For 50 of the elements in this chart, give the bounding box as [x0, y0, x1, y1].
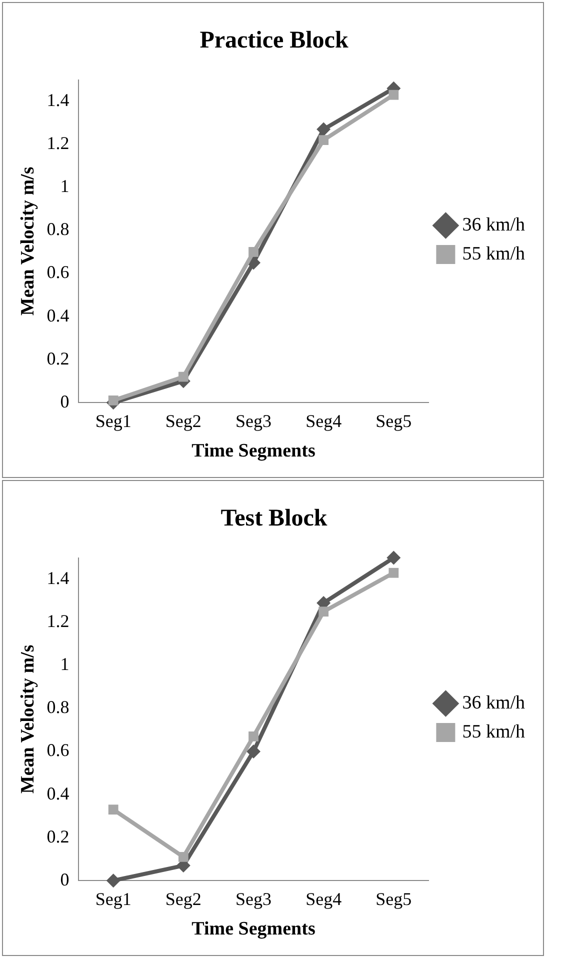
x-tick-label: Seg1	[95, 889, 132, 910]
x-axis-title: Time Segments	[192, 918, 316, 940]
point	[248, 247, 258, 257]
point	[108, 804, 118, 815]
y-tick-label: 1	[60, 654, 70, 674]
y-tick-label: 1.4	[46, 90, 70, 110]
point	[316, 122, 331, 136]
y-tick-label: 0.2	[46, 826, 70, 846]
legend-label: 55 km/h	[462, 721, 526, 742]
point	[248, 731, 258, 742]
y-axis-title: Mean Velocity m/s	[17, 166, 38, 316]
chart-title: Test Block	[220, 506, 328, 532]
x-tick-label: Seg3	[235, 889, 272, 910]
y-tick-label: 0.6	[46, 740, 70, 760]
y-tick-label: 0	[60, 869, 70, 890]
y-tick-label: 1	[60, 176, 70, 196]
y-axis-title: Mean Velocity m/s	[17, 644, 38, 794]
y-tick-label: 0	[60, 391, 70, 412]
y-tick-label: 0.4	[46, 783, 70, 804]
y-tick-label: 0.4	[46, 305, 70, 326]
point	[246, 744, 260, 758]
x-axis-title: Time Segments	[192, 440, 316, 462]
x-tick-label: Seg5	[376, 411, 412, 432]
point	[388, 568, 399, 578]
point	[178, 852, 188, 862]
point	[178, 372, 188, 382]
y-tick-label: 1.2	[46, 611, 70, 632]
x-tick-label: Seg1	[95, 411, 132, 432]
y-tick-label: 1.2	[46, 133, 70, 154]
x-tick-label: Seg2	[165, 889, 202, 910]
legend-label: 36 km/h	[462, 214, 526, 236]
point	[318, 606, 329, 617]
x-tick-label: Seg5	[376, 889, 412, 910]
legend-label: 55 km/h	[462, 243, 526, 264]
y-tick-label: 0.6	[46, 262, 70, 282]
y-tick-label: 0.2	[46, 348, 70, 368]
point	[318, 135, 329, 146]
y-tick-label: 0.8	[46, 697, 70, 718]
point	[108, 396, 118, 406]
x-tick-label: Seg2	[165, 411, 202, 432]
chart-title: Practice Block	[200, 28, 349, 54]
point	[386, 550, 401, 565]
y-tick-label: 1.4	[46, 568, 70, 588]
y-tick-label: 0.8	[46, 219, 70, 240]
x-tick-label: Seg4	[306, 411, 342, 432]
legend-label: 36 km/h	[462, 692, 526, 714]
point	[106, 874, 120, 888]
x-tick-label: Seg3	[235, 411, 272, 432]
point	[388, 90, 399, 100]
x-tick-label: Seg4	[306, 889, 342, 910]
